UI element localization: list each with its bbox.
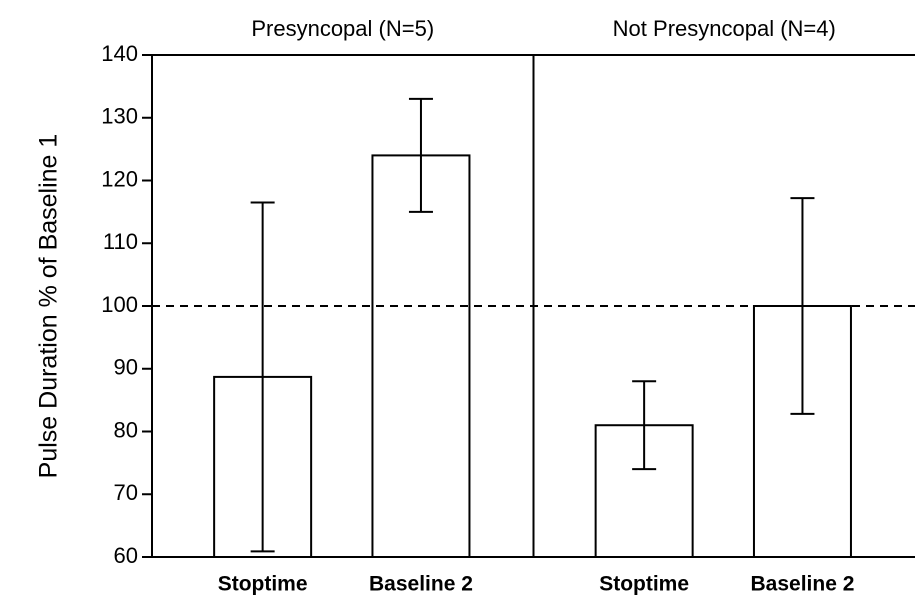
x-tick-label: Stoptime [218, 573, 308, 596]
panel-title: Presyncopal (N=5) [251, 16, 434, 41]
y-tick-label: 70 [114, 480, 138, 505]
error-bar [250, 201, 275, 553]
y-axis-label: Pulse Duration % of Baseline 1 [35, 134, 63, 479]
y-tick-label: 80 [114, 417, 138, 442]
error-bar [632, 380, 657, 471]
panel-title: Not Presyncopal (N=4) [613, 16, 836, 41]
y-tick-label: 120 [101, 166, 138, 191]
x-tick-label: Stoptime [599, 573, 689, 596]
x-tick-label: Baseline 2 [751, 573, 855, 596]
bar [371, 154, 471, 558]
y-tick-label: 110 [103, 229, 138, 254]
y-tick-label: 60 [114, 543, 138, 568]
x-tick-label: Baseline 2 [369, 573, 473, 596]
y-tick-label: 100 [101, 292, 138, 317]
y-tick-label: 130 [101, 104, 138, 129]
y-tick-label: 90 [114, 355, 138, 380]
error-bar [408, 97, 433, 213]
y-tick-label: 140 [101, 41, 138, 66]
